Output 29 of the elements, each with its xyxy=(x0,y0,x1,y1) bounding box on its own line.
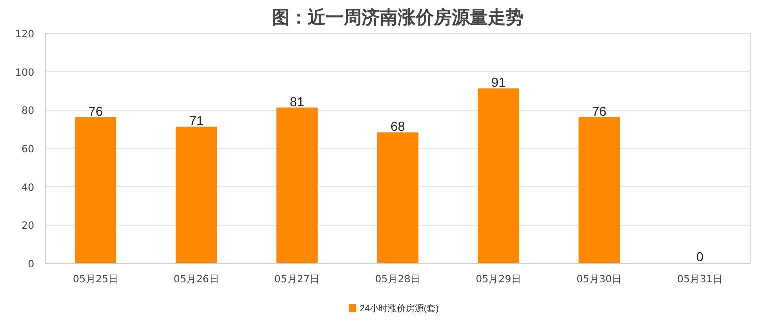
bar xyxy=(578,117,620,264)
bar xyxy=(276,108,318,264)
x-tick-label: 05月25日 xyxy=(73,274,119,286)
x-tick-label: 05月27日 xyxy=(274,274,320,286)
y-tick-label: 60 xyxy=(22,144,35,156)
chart-title: 图：近一周济南涨价房源量走势 xyxy=(272,8,524,28)
y-tick-label: 40 xyxy=(22,182,35,194)
x-tick-label: 05月30日 xyxy=(576,274,622,286)
bar xyxy=(75,117,116,264)
data-label: 71 xyxy=(189,113,204,128)
data-label: 76 xyxy=(88,104,104,119)
data-label: 91 xyxy=(491,75,506,90)
y-tick-label: 100 xyxy=(15,68,35,79)
data-label: 0 xyxy=(696,250,704,264)
x-tick-label: 05月26日 xyxy=(174,274,220,286)
y-tick-label: 120 xyxy=(15,30,35,40)
bar xyxy=(377,132,419,264)
data-label: 81 xyxy=(290,94,305,110)
x-tick-label: 05月31日 xyxy=(677,274,723,286)
y-tick-label: 0 xyxy=(28,260,35,270)
legend-label: 24小时涨价房源(套) xyxy=(360,304,440,314)
y-tick-label: 20 xyxy=(22,221,35,232)
data-label: 68 xyxy=(390,119,406,134)
x-tick-label: 05月29日 xyxy=(476,274,522,286)
x-tick-label: 05月28日 xyxy=(375,274,421,286)
y-tick-label: 80 xyxy=(22,106,35,118)
bar xyxy=(478,88,520,264)
bar xyxy=(176,126,218,264)
data-label: 76 xyxy=(592,104,607,119)
